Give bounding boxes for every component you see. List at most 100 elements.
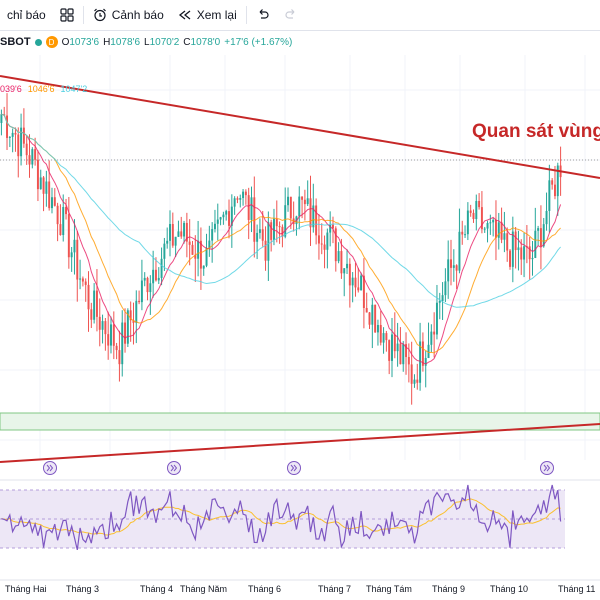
x-tick-label: Tháng 10 bbox=[490, 584, 529, 594]
toolbar-divider bbox=[82, 6, 84, 24]
candle-body bbox=[171, 224, 174, 246]
candle-body bbox=[258, 229, 261, 233]
candle-body bbox=[154, 269, 157, 281]
candle-body bbox=[433, 331, 436, 335]
candle-body bbox=[346, 263, 349, 269]
candle-body bbox=[197, 240, 200, 259]
candle-body bbox=[180, 231, 183, 237]
candle-body bbox=[42, 177, 45, 194]
candle-body bbox=[166, 240, 169, 244]
ma-line-fast bbox=[1, 113, 562, 365]
layout-grid-button[interactable] bbox=[53, 0, 81, 30]
candle-body bbox=[62, 206, 65, 236]
candle-body bbox=[219, 217, 222, 220]
candle-body bbox=[391, 334, 393, 361]
candle-body bbox=[360, 275, 363, 291]
candle-body bbox=[11, 132, 14, 137]
toolbar-divider bbox=[245, 6, 247, 24]
ma-value-3: 1047'2 bbox=[60, 84, 88, 94]
candle-body bbox=[551, 180, 554, 185]
replay-label: Xem lại bbox=[196, 8, 237, 22]
candle-body bbox=[264, 240, 267, 261]
candle-body bbox=[79, 278, 82, 280]
candle-body bbox=[247, 195, 250, 220]
alert-button[interactable]: Cảnh báo bbox=[86, 0, 171, 30]
candle-body bbox=[351, 277, 354, 286]
candle-body bbox=[124, 322, 127, 344]
candle-body bbox=[110, 324, 112, 346]
candle-body bbox=[34, 149, 37, 160]
candle-body bbox=[25, 143, 28, 156]
candle-body bbox=[309, 198, 312, 228]
replay-button[interactable]: Xem lại bbox=[171, 0, 244, 30]
support-zone bbox=[0, 412, 600, 431]
candle-body bbox=[199, 240, 202, 269]
candle-body bbox=[497, 222, 500, 238]
candle-body bbox=[157, 277, 160, 281]
candle-body bbox=[374, 304, 377, 333]
candle-body bbox=[531, 257, 534, 260]
candle-body bbox=[435, 302, 438, 335]
candle-body bbox=[121, 322, 124, 365]
candle-body bbox=[267, 222, 270, 261]
candle-body bbox=[500, 222, 503, 240]
candle-body bbox=[534, 230, 537, 258]
candle-body bbox=[511, 231, 514, 267]
candle-body bbox=[59, 224, 62, 236]
candle-body bbox=[458, 231, 461, 271]
candle-body bbox=[537, 228, 540, 231]
symbol-name[interactable]: SBOT bbox=[0, 36, 31, 48]
candle-body bbox=[410, 364, 413, 384]
candle-body bbox=[233, 198, 236, 207]
candle-body bbox=[421, 341, 424, 366]
candle-body bbox=[95, 290, 98, 317]
candle-body bbox=[385, 333, 388, 341]
indicators-button[interactable]: chỉ báo bbox=[0, 0, 53, 30]
candle-body bbox=[205, 248, 208, 266]
candle-body bbox=[93, 290, 96, 320]
candle-body bbox=[202, 265, 205, 269]
candle-body bbox=[542, 224, 545, 247]
ohlc-open: O1073'6 bbox=[62, 37, 100, 48]
candle-body bbox=[8, 136, 11, 138]
candle-body bbox=[326, 232, 329, 250]
candle-body bbox=[301, 196, 304, 200]
redo-icon bbox=[285, 9, 295, 19]
undo-button[interactable] bbox=[249, 0, 277, 30]
candle-body bbox=[427, 344, 430, 359]
candle-body bbox=[553, 184, 556, 197]
alert-label: Cảnh báo bbox=[111, 8, 164, 22]
candle-body bbox=[101, 321, 104, 330]
candle-body bbox=[354, 277, 357, 288]
candle-body bbox=[289, 196, 292, 219]
x-tick-label: Tháng 7 bbox=[318, 584, 352, 594]
candle-body bbox=[163, 243, 166, 259]
candle-body bbox=[230, 206, 233, 226]
candle-body bbox=[67, 214, 70, 258]
candle-body bbox=[506, 233, 509, 251]
candle-body bbox=[312, 205, 315, 228]
candle-body bbox=[14, 132, 17, 135]
candle-body bbox=[112, 324, 115, 346]
candle-body bbox=[284, 205, 287, 237]
x-tick-label: Tháng 4 bbox=[140, 584, 174, 594]
candle-body bbox=[228, 211, 230, 226]
candle-body bbox=[107, 334, 110, 346]
x-tick-label: Tháng Tám bbox=[366, 584, 412, 594]
candle-body bbox=[261, 229, 264, 241]
rewind-icon bbox=[178, 10, 191, 20]
candle-body bbox=[357, 287, 360, 291]
resistance-trendline bbox=[0, 75, 600, 179]
candle-body bbox=[115, 345, 118, 351]
candle-body bbox=[478, 201, 481, 208]
candle-body bbox=[393, 334, 396, 352]
candle-body bbox=[416, 379, 419, 383]
chart-annotation[interactable]: Quan sát vùng bbox=[472, 121, 600, 142]
redo-button[interactable] bbox=[277, 0, 305, 30]
high-label: H bbox=[103, 36, 111, 48]
candle-body bbox=[211, 229, 214, 241]
rsi-line bbox=[1, 484, 562, 551]
candle-body bbox=[528, 246, 531, 260]
candle-body bbox=[135, 300, 138, 323]
